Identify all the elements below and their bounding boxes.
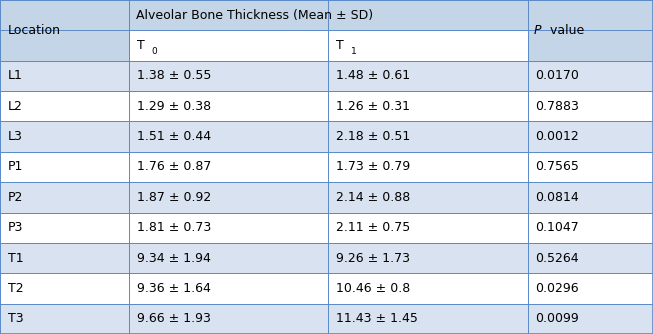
Text: L1: L1 bbox=[8, 69, 23, 82]
Bar bbox=[528, 61, 653, 91]
Bar bbox=[0, 182, 129, 212]
Bar bbox=[129, 30, 328, 61]
Bar bbox=[129, 61, 328, 91]
Text: 9.66 ± 1.93: 9.66 ± 1.93 bbox=[137, 312, 211, 325]
Text: 0.0012: 0.0012 bbox=[535, 130, 579, 143]
Text: Alveolar Bone Thickness (Mean ± SD): Alveolar Bone Thickness (Mean ± SD) bbox=[136, 9, 373, 22]
Text: value: value bbox=[546, 24, 584, 37]
Bar bbox=[328, 304, 528, 334]
Text: P2: P2 bbox=[8, 191, 24, 204]
Bar bbox=[129, 243, 328, 273]
Bar bbox=[528, 122, 653, 152]
Text: L3: L3 bbox=[8, 130, 23, 143]
Text: P1: P1 bbox=[8, 161, 24, 173]
Text: P: P bbox=[534, 24, 541, 37]
Text: 2.18 ± 0.51: 2.18 ± 0.51 bbox=[336, 130, 411, 143]
Bar bbox=[528, 182, 653, 212]
Bar bbox=[528, 212, 653, 243]
Text: 9.34 ± 1.94: 9.34 ± 1.94 bbox=[137, 252, 211, 265]
Text: 0.0814: 0.0814 bbox=[535, 191, 579, 204]
Text: L2: L2 bbox=[8, 100, 23, 113]
Bar bbox=[328, 152, 528, 182]
Text: Location: Location bbox=[8, 24, 61, 37]
Bar bbox=[0, 91, 129, 122]
Text: 11.43 ± 1.45: 11.43 ± 1.45 bbox=[336, 312, 418, 325]
Text: 1.26 ± 0.31: 1.26 ± 0.31 bbox=[336, 100, 410, 113]
Text: 1.73 ± 0.79: 1.73 ± 0.79 bbox=[336, 161, 411, 173]
Bar bbox=[528, 304, 653, 334]
Bar bbox=[129, 304, 328, 334]
Bar bbox=[528, 243, 653, 273]
Bar bbox=[528, 0, 653, 61]
Text: 0.7883: 0.7883 bbox=[535, 100, 579, 113]
Text: 0.5264: 0.5264 bbox=[535, 252, 579, 265]
Bar bbox=[528, 273, 653, 304]
Text: 1.76 ± 0.87: 1.76 ± 0.87 bbox=[137, 161, 212, 173]
Bar bbox=[129, 152, 328, 182]
Bar bbox=[129, 0, 528, 30]
Text: 1.29 ± 0.38: 1.29 ± 0.38 bbox=[137, 100, 212, 113]
Text: 1.81 ± 0.73: 1.81 ± 0.73 bbox=[137, 221, 212, 234]
Bar bbox=[328, 91, 528, 122]
Bar bbox=[129, 91, 328, 122]
Text: 1.38 ± 0.55: 1.38 ± 0.55 bbox=[137, 69, 212, 82]
Text: 0.7565: 0.7565 bbox=[535, 161, 579, 173]
Bar bbox=[129, 182, 328, 212]
Text: T3: T3 bbox=[8, 312, 24, 325]
Bar bbox=[0, 243, 129, 273]
Bar bbox=[328, 273, 528, 304]
Bar bbox=[0, 273, 129, 304]
Text: T: T bbox=[137, 39, 145, 52]
Text: P3: P3 bbox=[8, 221, 24, 234]
Text: 2.14 ± 0.88: 2.14 ± 0.88 bbox=[336, 191, 411, 204]
Bar bbox=[0, 122, 129, 152]
Bar bbox=[328, 243, 528, 273]
Bar bbox=[0, 61, 129, 91]
Text: 1.87 ± 0.92: 1.87 ± 0.92 bbox=[137, 191, 212, 204]
Bar bbox=[0, 0, 129, 61]
Text: 0.0170: 0.0170 bbox=[535, 69, 579, 82]
Bar bbox=[129, 122, 328, 152]
Bar bbox=[129, 212, 328, 243]
Text: 1.48 ± 0.61: 1.48 ± 0.61 bbox=[336, 69, 411, 82]
Text: 1.51 ± 0.44: 1.51 ± 0.44 bbox=[137, 130, 212, 143]
Bar bbox=[528, 91, 653, 122]
Text: 0.0099: 0.0099 bbox=[535, 312, 579, 325]
Text: 2.11 ± 0.75: 2.11 ± 0.75 bbox=[336, 221, 411, 234]
Bar bbox=[0, 212, 129, 243]
Bar bbox=[0, 304, 129, 334]
Text: 0: 0 bbox=[151, 47, 157, 56]
Bar bbox=[129, 273, 328, 304]
Text: 9.36 ± 1.64: 9.36 ± 1.64 bbox=[137, 282, 211, 295]
Bar bbox=[328, 61, 528, 91]
Bar bbox=[328, 122, 528, 152]
Bar bbox=[328, 182, 528, 212]
Text: 10.46 ± 0.8: 10.46 ± 0.8 bbox=[336, 282, 411, 295]
Bar bbox=[528, 152, 653, 182]
Text: 0.1047: 0.1047 bbox=[535, 221, 579, 234]
Text: T: T bbox=[336, 39, 344, 52]
Bar bbox=[328, 30, 528, 61]
Text: 0.0296: 0.0296 bbox=[535, 282, 579, 295]
Bar bbox=[0, 152, 129, 182]
Text: 1: 1 bbox=[351, 47, 357, 56]
Bar bbox=[328, 212, 528, 243]
Text: T1: T1 bbox=[8, 252, 24, 265]
Text: 9.26 ± 1.73: 9.26 ± 1.73 bbox=[336, 252, 410, 265]
Text: T2: T2 bbox=[8, 282, 24, 295]
